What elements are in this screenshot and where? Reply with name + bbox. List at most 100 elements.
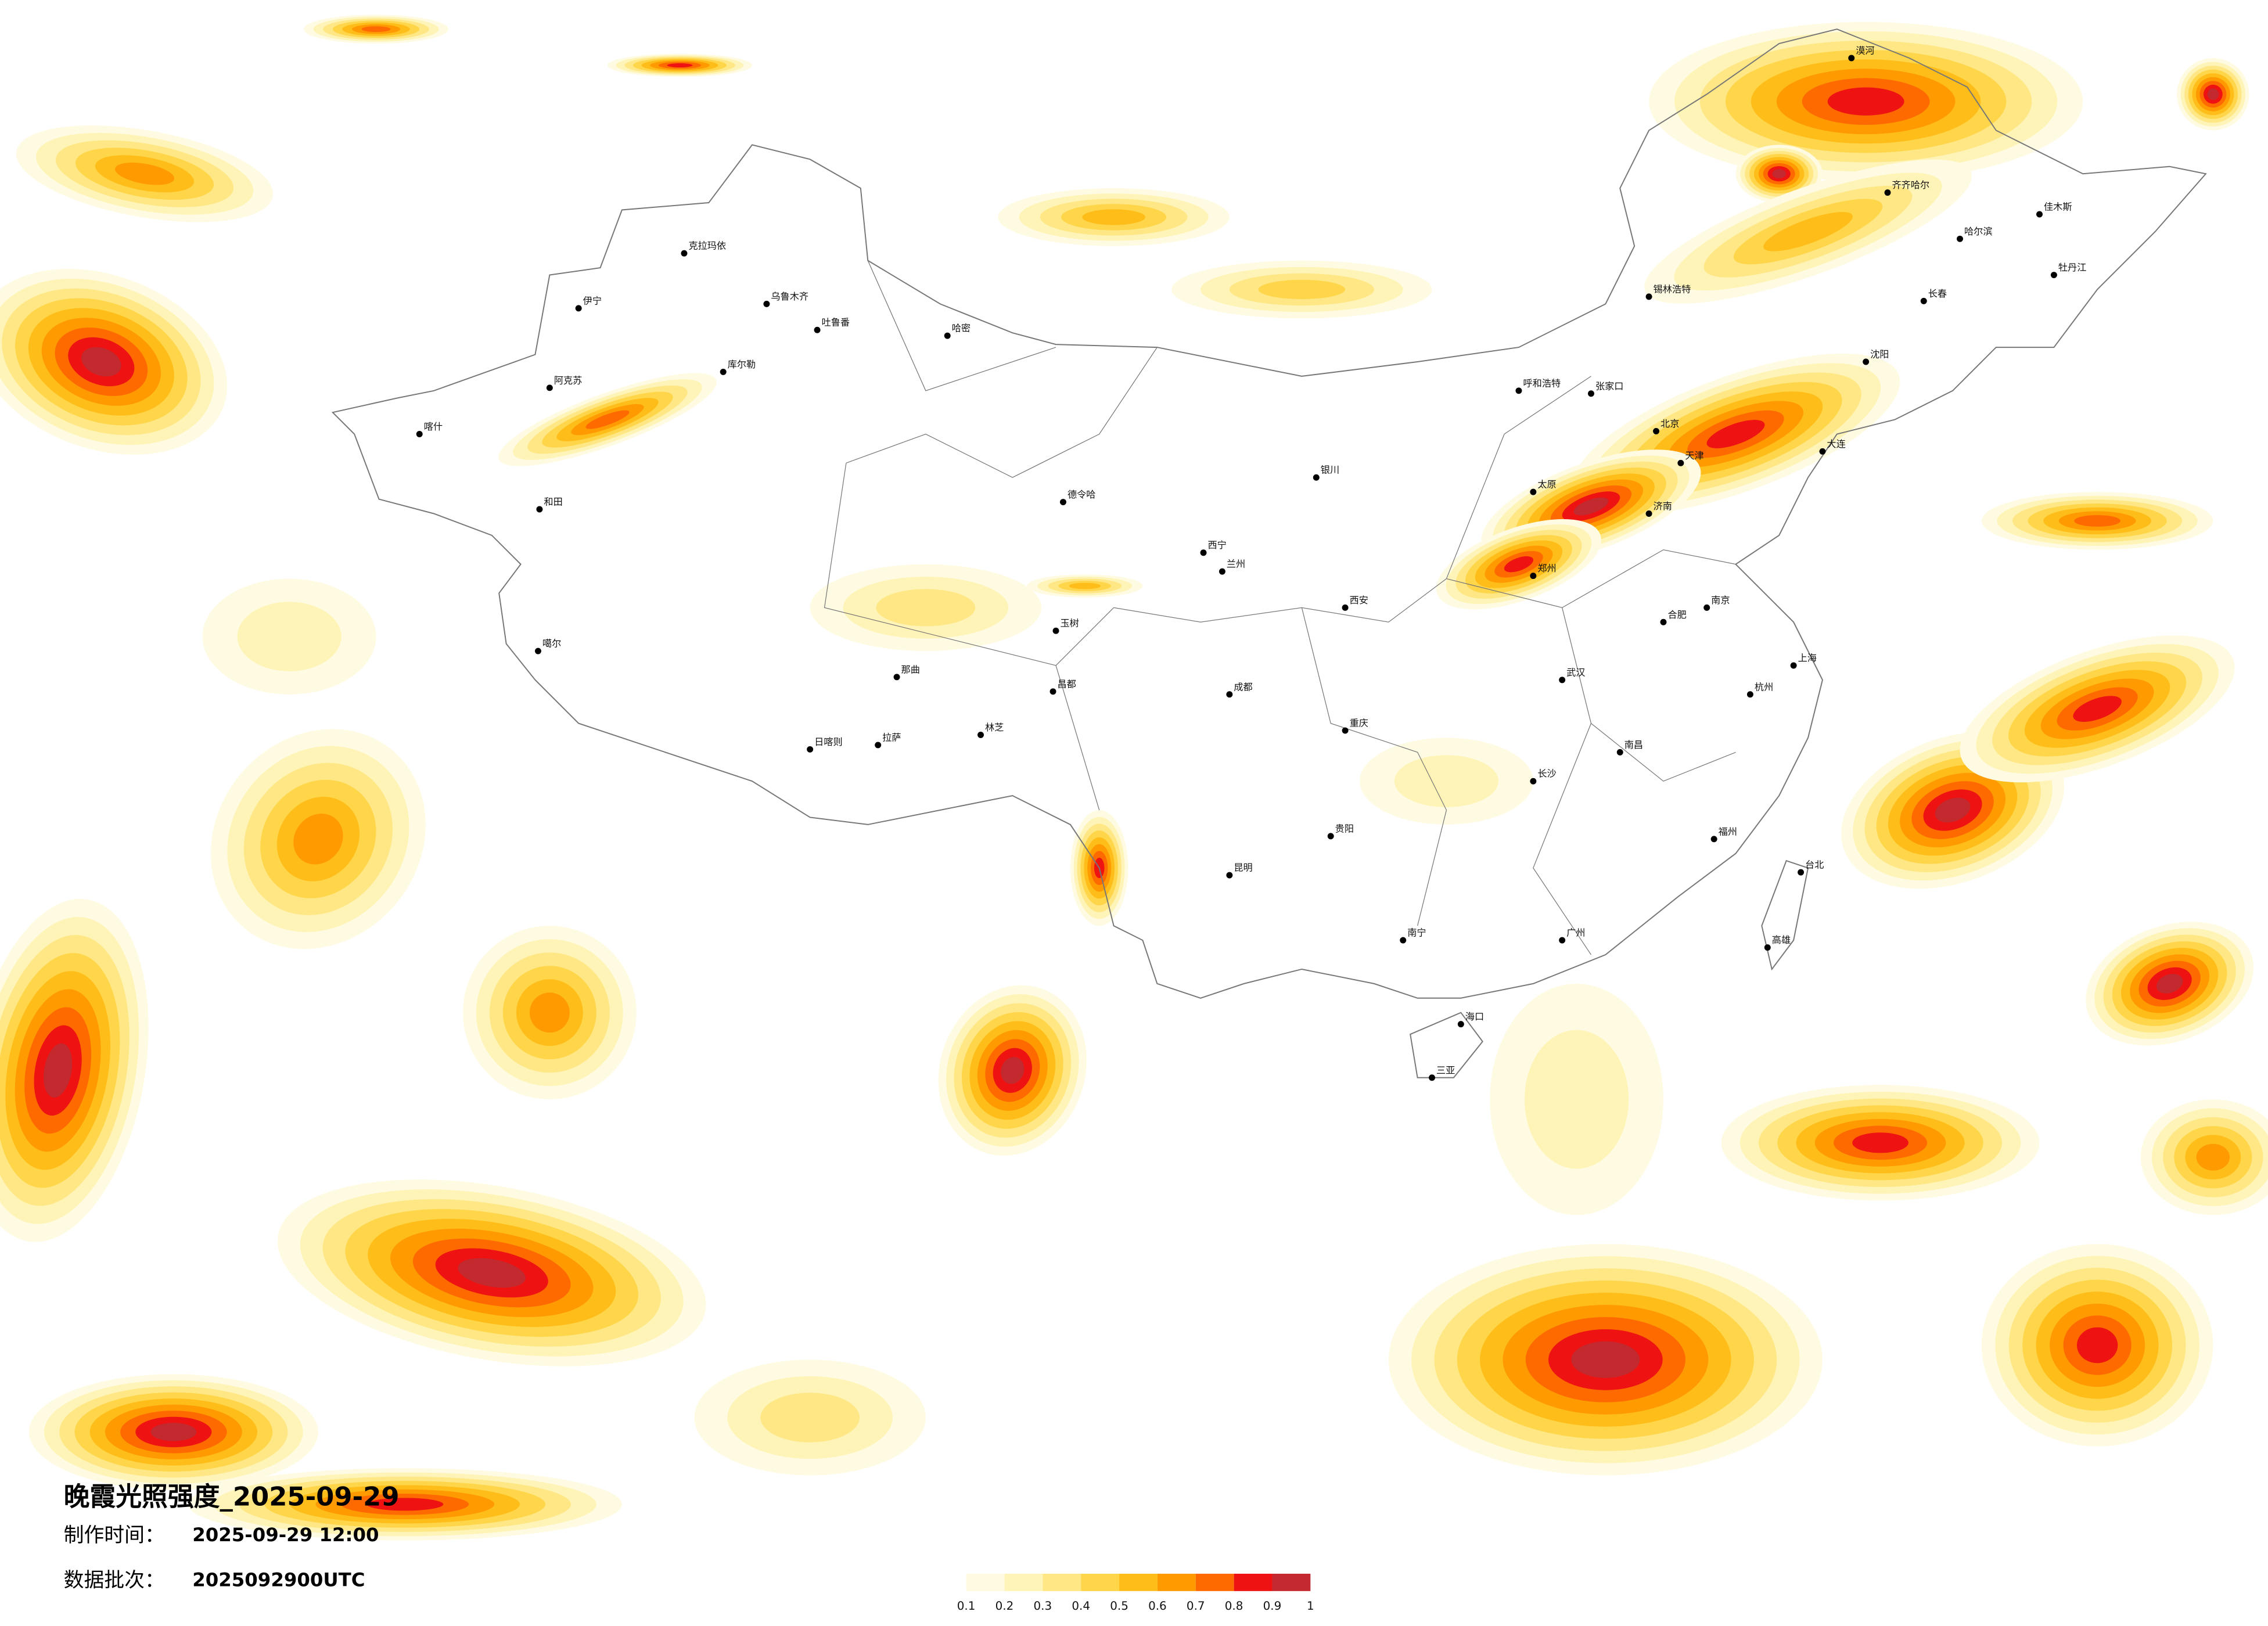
city-label: 张家口 (1595, 380, 1624, 391)
legend-swatch (1195, 1573, 1234, 1591)
city-label: 济南 (1654, 501, 1672, 512)
heat-patch (1504, 556, 1534, 573)
city-dot (546, 384, 553, 391)
heat-patch (81, 347, 121, 377)
legend: 0.1 0.2 0.3 0.4 0.5 0.6 0.7 0.8 0.9 1 (957, 1573, 1314, 1613)
city-label: 兰州 (1227, 559, 1245, 570)
heat-patch (1001, 1057, 1025, 1084)
city-dot (1059, 499, 1066, 506)
city-dot (1920, 297, 1927, 304)
city-dot (720, 368, 727, 375)
city-dot (1515, 387, 1522, 394)
city-dot (1530, 573, 1537, 580)
city-label: 库尔勒 (728, 359, 756, 370)
city-label: 南京 (1711, 595, 1730, 606)
legend-tick: 0.1 (957, 1599, 976, 1613)
heat-patch (760, 1393, 860, 1442)
city-label: 长春 (1928, 288, 1947, 299)
city-label: 阿克苏 (554, 375, 583, 386)
legend-swatch (1119, 1573, 1158, 1591)
city-label: 南宁 (1407, 927, 1426, 938)
heat-patch (1763, 212, 1853, 251)
city-dot (1342, 727, 1349, 734)
city-dot (1957, 235, 1964, 242)
mainland-outline (331, 28, 2207, 999)
city-label: 天津 (1685, 450, 1703, 461)
heat-patch (2196, 1143, 2230, 1171)
city-dot (1429, 1074, 1436, 1081)
city-dot (1764, 944, 1771, 951)
city-label: 大连 (1827, 438, 1845, 449)
city-label: 长沙 (1537, 768, 1556, 779)
city-label: 银川 (1321, 465, 1339, 476)
city-dot (1645, 293, 1652, 300)
city-label: 和田 (544, 497, 562, 508)
heat-patch (1772, 169, 1787, 179)
city-label: 玉树 (1060, 618, 1079, 629)
legend-tick: 0.8 (1225, 1599, 1243, 1613)
batch: 2025092900UTC (192, 1569, 365, 1591)
city-dot (534, 647, 541, 654)
heat-patch (876, 589, 976, 627)
legend-swatch (966, 1573, 1005, 1591)
batch-label: 数据批次： (64, 1569, 165, 1592)
heat-patch (667, 63, 693, 67)
city-dot (1819, 448, 1826, 455)
city-dot (536, 506, 543, 513)
heat-patch (1069, 582, 1101, 589)
city-label: 郑州 (1537, 563, 1556, 574)
heat-patch (43, 1043, 73, 1098)
city-label: 呼和浩特 (1523, 377, 1561, 388)
city-label: 德令哈 (1067, 489, 1096, 500)
legend-swatch (1043, 1573, 1081, 1591)
city-dot (1049, 688, 1056, 695)
city-label: 重庆 (1350, 718, 1368, 729)
city-label: 西宁 (1208, 539, 1227, 551)
heat-patch (1524, 1030, 1629, 1169)
city-dot (1219, 568, 1225, 575)
china-border (331, 28, 2207, 1078)
city-dot (1703, 604, 1710, 611)
heat-patch (2156, 974, 2183, 994)
legend-tick: 0.7 (1187, 1599, 1205, 1613)
city-dot (1559, 677, 1566, 684)
legend-swatch (1272, 1573, 1311, 1591)
city-label: 乌鲁木齐 (771, 291, 808, 302)
city-label: 西安 (1350, 595, 1368, 606)
heat-patch (1827, 87, 1904, 116)
city-dot (1327, 833, 1334, 840)
heat-patch (585, 410, 630, 429)
heat-layer (0, 15, 2268, 1541)
heat-patch (2073, 696, 2122, 722)
city-label: 上海 (1798, 653, 1817, 664)
heat-patch (1394, 755, 1499, 808)
province-lines (824, 260, 1736, 955)
city-label: 拉萨 (882, 732, 901, 743)
city-label: 克拉玛依 (688, 240, 726, 251)
city-label: 沈阳 (1870, 349, 1889, 360)
city-dot (2036, 211, 2043, 218)
city-dot (2050, 272, 2057, 279)
city-label: 漠河 (1856, 45, 1874, 56)
city-dot (1559, 937, 1566, 944)
city-dot (1587, 390, 1594, 397)
city-label: 合肥 (1667, 609, 1686, 620)
city-dot (1457, 1021, 1464, 1028)
legend-swatch (1157, 1573, 1196, 1591)
city-label: 杭州 (1755, 681, 1773, 692)
city-label: 福州 (1719, 826, 1737, 837)
city-label: 锡林浩特 (1654, 283, 1691, 294)
city-dot (763, 300, 770, 307)
legend-tick: 0.4 (1072, 1599, 1090, 1613)
heat-patch (293, 814, 343, 865)
heat-patch (458, 1258, 526, 1288)
city-dot (1616, 749, 1623, 756)
title: 晚霞光照强度_2025-09-29 (64, 1481, 400, 1512)
legend-swatch (1234, 1573, 1273, 1591)
city-dot (681, 250, 688, 257)
city-label: 台北 (1805, 859, 1824, 870)
city-dot (1200, 549, 1207, 556)
